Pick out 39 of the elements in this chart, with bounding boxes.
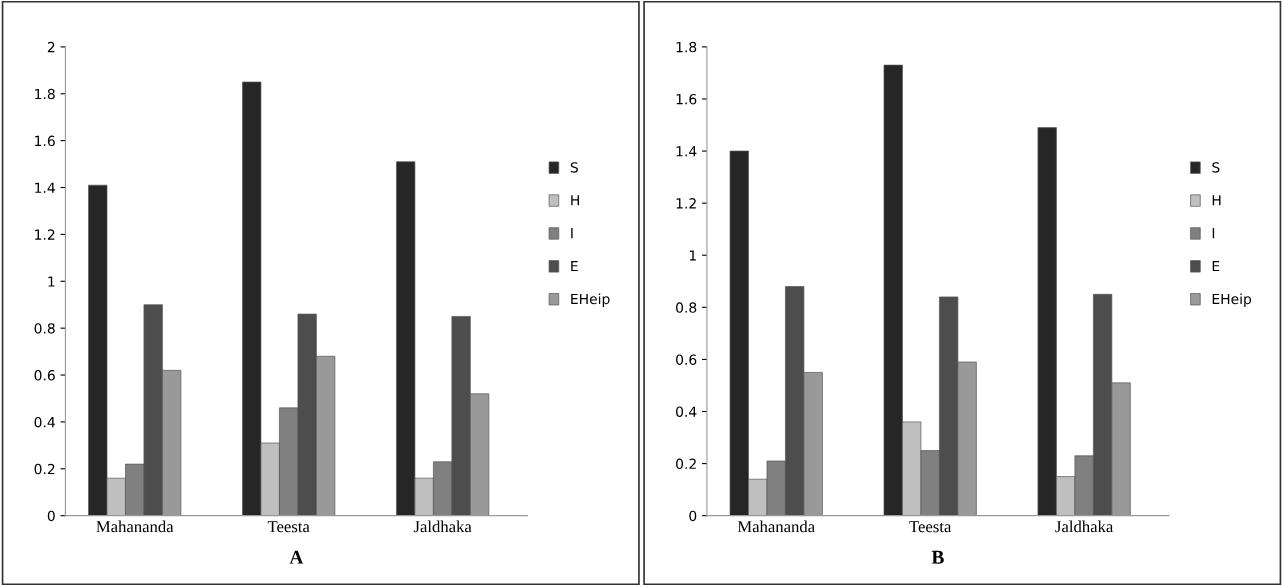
y-tick-label: 1 <box>689 250 696 261</box>
y-tick-label: 0.2 <box>676 458 696 470</box>
y-tick-label: 0.2 <box>34 463 55 475</box>
y-tick-label: 0 <box>689 510 697 522</box>
y-tick-label: 1.4 <box>676 146 697 157</box>
y-tick-label: 2 <box>47 41 55 53</box>
y-tick-label: 0.4 <box>676 406 697 417</box>
x-tick-label: Teesta <box>267 521 310 533</box>
text: B <box>931 550 944 564</box>
y-tick-label: 1.8 <box>35 88 55 100</box>
y-tick-label: 0.6 <box>34 370 55 381</box>
y-tick-label: 1.2 <box>676 198 696 209</box>
legend-label: I <box>571 228 573 239</box>
y-tick-label: 1.8 <box>676 41 697 53</box>
x-tick-label: Mahananda <box>737 520 815 533</box>
y-tick-label: 0.6 <box>676 354 697 365</box>
legend-label: H <box>1212 195 1221 206</box>
legend-label: I <box>1212 228 1215 239</box>
x-tick-label: Mahananda <box>96 520 174 533</box>
legend-label: EHeip <box>571 293 610 307</box>
x-tick-label: Teesta <box>909 521 952 533</box>
legend-label: S <box>570 162 578 173</box>
y-tick-label: 1.6 <box>676 93 697 105</box>
legend-label: EHeip <box>1212 293 1252 307</box>
x-tick-label: Jaldhaka <box>413 520 472 533</box>
y-tick-label: 1.4 <box>35 182 55 193</box>
y-tick-label: 1 <box>48 276 55 287</box>
y-tick-label: 0.8 <box>34 323 55 334</box>
y-tick-label: 1.6 <box>35 135 55 147</box>
legend-label: H <box>571 195 579 206</box>
y-tick-label: 0.8 <box>676 302 697 313</box>
y-tick-label: 0.4 <box>34 416 55 428</box>
x-tick-label: Jaldhaka <box>1055 520 1114 533</box>
legend-label: E <box>571 261 578 272</box>
legend-label: E <box>1212 261 1220 272</box>
text: A <box>289 550 304 564</box>
y-tick-label: 0 <box>47 510 55 522</box>
y-tick-label: 1.2 <box>35 229 55 240</box>
legend-label: S <box>1212 162 1220 173</box>
